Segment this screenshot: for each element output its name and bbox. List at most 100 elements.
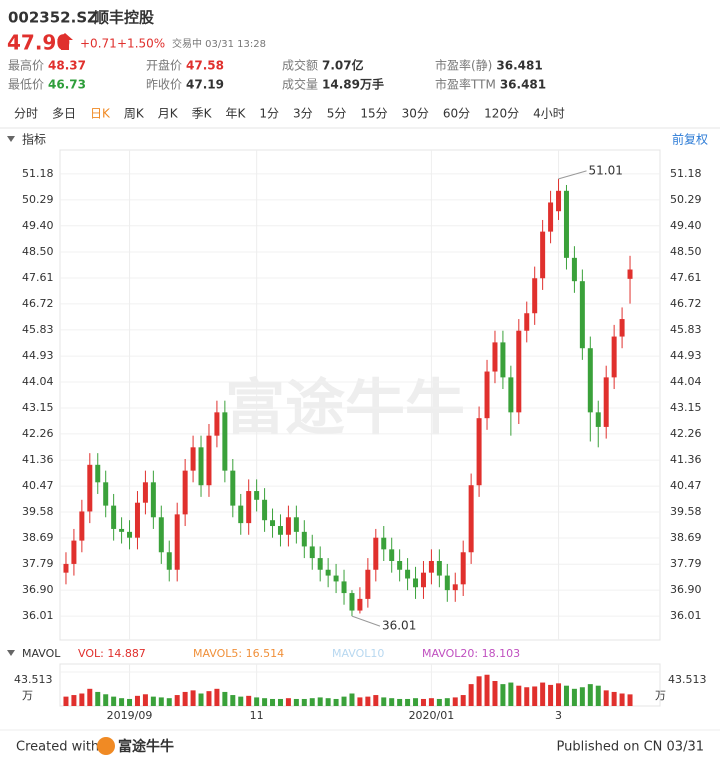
candle-body [174, 514, 180, 570]
period-tab[interactable]: 3分 [293, 107, 313, 121]
period-tab[interactable]: 多日 [52, 107, 76, 121]
change-pct: +1.50% [117, 37, 165, 51]
candle-body [468, 485, 474, 553]
volume-bar [174, 695, 180, 706]
volume-bar [611, 691, 617, 706]
candle-body [365, 569, 371, 599]
candle-body [127, 531, 133, 538]
y-tick-label: 49.40 [22, 219, 54, 232]
volume-bar [285, 698, 291, 706]
volume-bar [595, 685, 601, 706]
volume-bar [452, 697, 458, 706]
period-tab[interactable]: 120分 [484, 107, 519, 121]
candle-body [270, 520, 276, 527]
candle-body [206, 435, 212, 486]
candle-body [309, 546, 315, 559]
candle-body [71, 540, 77, 564]
volume-bar [166, 698, 172, 706]
candle-body [452, 584, 458, 591]
indicator-toggle[interactable] [7, 136, 15, 142]
candle-body [166, 552, 172, 570]
stat-label: 昨收价 [146, 78, 182, 92]
y-tick-label: 36.90 [670, 583, 702, 596]
stat-label: 最低价 [8, 78, 44, 92]
volume-bar [619, 693, 625, 706]
volume-bar [134, 695, 140, 706]
period-tab[interactable]: 分时 [14, 107, 38, 121]
volume-bar [516, 685, 522, 706]
status: 交易中 03/31 13:28 [172, 37, 266, 50]
volume-bar [413, 698, 419, 706]
adjust-toggle[interactable]: 前复权 [672, 132, 708, 147]
volume-bar [222, 691, 228, 706]
price: 47.90 [7, 31, 70, 55]
y-tick-label: 41.36 [670, 453, 702, 466]
candle-body [548, 202, 554, 232]
y-tick-label: 51.18 [670, 167, 702, 180]
stat-value: 36.481 [496, 59, 542, 73]
x-tick-label: 2020/01 [409, 709, 455, 722]
volume-bar [270, 698, 276, 706]
y-tick-label: 36.90 [22, 583, 54, 596]
candle-body [381, 537, 387, 550]
volume-bar [190, 690, 196, 706]
y-tick-label: 38.69 [670, 531, 702, 544]
candle-body [563, 190, 569, 258]
period-tab[interactable]: 周K [124, 107, 145, 121]
candle-body [142, 482, 148, 503]
candle-body [540, 231, 546, 279]
period-tab[interactable]: 30分 [402, 107, 429, 121]
max-pointer [558, 170, 587, 180]
watermark: 富途牛牛 [225, 374, 465, 444]
candle-body [611, 336, 617, 378]
y-tick-label: 48.50 [670, 245, 702, 258]
candle-body [119, 528, 125, 532]
volume-bar [182, 691, 188, 706]
period-tab[interactable]: 日K [90, 107, 111, 121]
volume-bar [428, 698, 434, 706]
footer-brand: 富途牛牛 [118, 738, 174, 755]
period-tab[interactable]: 4小时 [533, 107, 565, 121]
period-tab[interactable]: 5分 [327, 107, 347, 121]
y-tick-label: 49.40 [670, 219, 702, 232]
min-label: 36.01 [382, 619, 416, 633]
period-tab[interactable]: 季K [192, 107, 213, 121]
stat-label: 开盘价 [146, 58, 182, 73]
volume-bar [103, 694, 109, 706]
y-tick-label: 51.18 [22, 167, 54, 180]
volume-bar [341, 696, 347, 706]
volume-bar [71, 695, 77, 706]
volume-legend: MAVOL10 [332, 647, 384, 660]
footer-created: Created with [16, 740, 99, 755]
y-tick-label: 39.58 [22, 505, 54, 518]
y-tick-label: 36.01 [22, 609, 54, 622]
y-tick-label: 37.79 [670, 557, 702, 570]
up-arrow [57, 33, 73, 50]
period-tab[interactable]: 年K [226, 107, 247, 121]
period-tab[interactable]: 60分 [443, 107, 470, 121]
stat-label: 市盈率TTM [435, 77, 496, 92]
indicator-label[interactable]: 指标 [22, 132, 46, 147]
volume-toggle[interactable] [7, 650, 15, 656]
volume-bar [476, 676, 482, 706]
stat-label: 最高价 [8, 58, 44, 73]
period-tab[interactable]: 15分 [360, 107, 387, 121]
volume-bar [532, 686, 538, 706]
y-tick-label: 50.29 [22, 193, 54, 206]
y-tick-label: 41.36 [22, 453, 54, 466]
volume-bar [524, 687, 530, 706]
y-tick-label: 40.47 [22, 479, 54, 492]
volume-bar [587, 684, 593, 706]
period-tab[interactable]: 月K [158, 107, 179, 121]
volume-bar [301, 698, 307, 706]
volume-bar [500, 684, 506, 706]
candle-body [198, 447, 204, 486]
volume-bar [508, 682, 514, 706]
candle-body [476, 418, 482, 486]
candle-body [500, 342, 506, 378]
volume-bar [603, 690, 609, 706]
change: +0.71 [80, 37, 117, 51]
period-tab[interactable]: 1分 [259, 107, 279, 121]
volume-bar [238, 696, 244, 706]
candle-body [214, 412, 220, 436]
